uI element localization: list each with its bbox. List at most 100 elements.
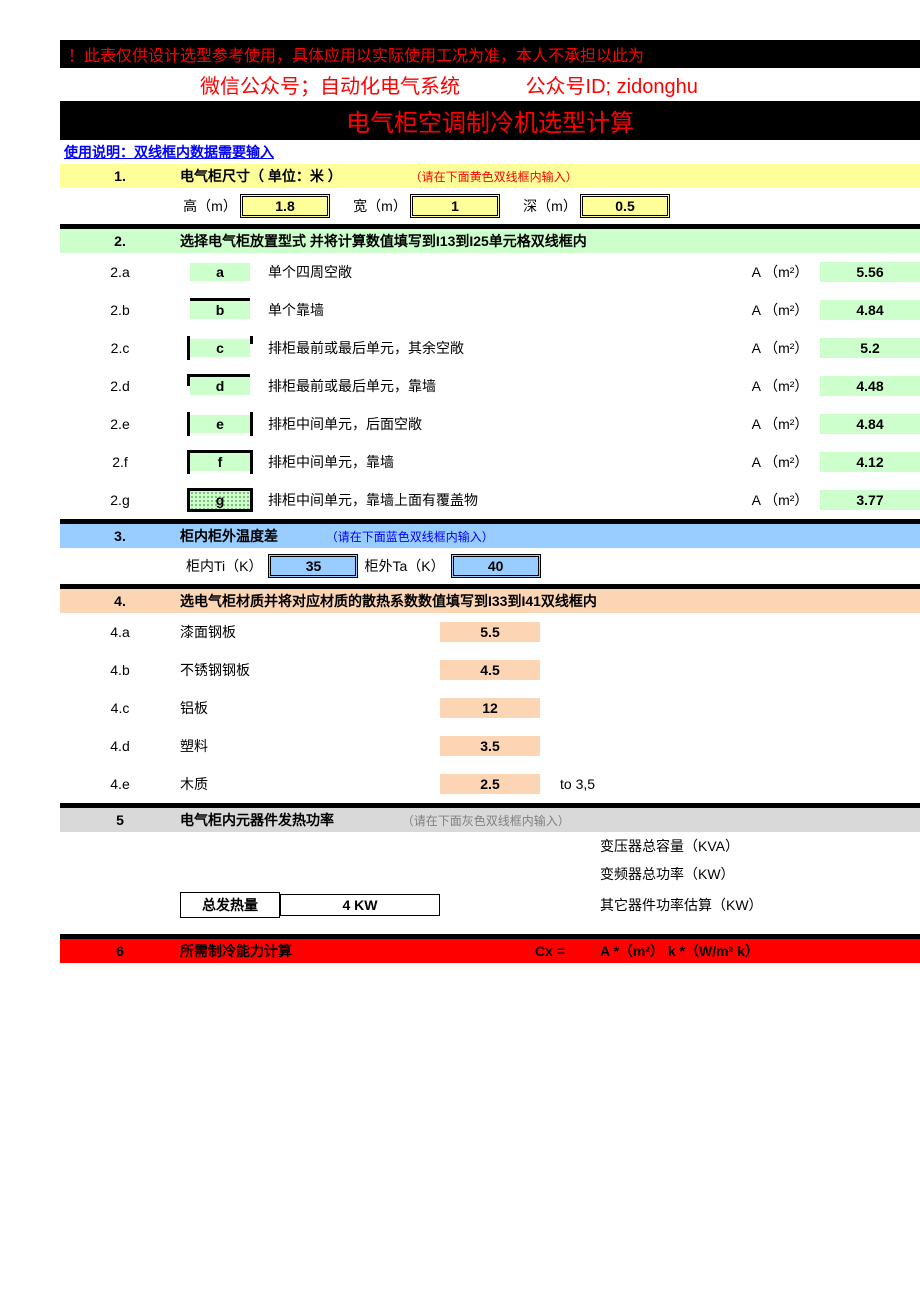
shape-edge	[190, 374, 250, 377]
option-desc: 排柜中间单元，靠墙上面有覆盖物	[260, 490, 740, 510]
material-coef-value: 3.5	[440, 736, 540, 756]
option-shape-wrap: g	[180, 491, 260, 509]
material-coef-value: 4.5	[440, 660, 540, 680]
material-index: 4.e	[60, 776, 180, 792]
depth-label: 深（m）	[520, 196, 580, 216]
placement-option-row: 2.dd排柜最前或最后单元，靠墙A （m²）4.48	[60, 367, 920, 405]
material-index: 4.d	[60, 738, 180, 754]
wechat-id: 公众号ID; zidonghu	[526, 76, 698, 98]
area-value: 4.84	[820, 414, 920, 434]
ti-input[interactable]: 35	[268, 554, 358, 578]
section-5-title: 电气柜内元器件发热功率	[180, 812, 334, 828]
other-label: 其它器件功率估算（KW）	[600, 895, 920, 915]
section-3-num: 3.	[60, 528, 180, 544]
option-shape: c	[190, 339, 250, 357]
material-extra: to 3,5	[540, 776, 595, 792]
shape-edge	[250, 488, 253, 512]
option-shape: g	[190, 491, 250, 509]
shape-edge	[187, 336, 190, 360]
transformer-label: 变压器总容量（KVA）	[600, 836, 920, 856]
material-index: 4.b	[60, 662, 180, 678]
area-unit-label: A （m²）	[740, 376, 820, 396]
ta-label: 柜外Ta（K）	[358, 556, 450, 576]
shape-edge	[250, 336, 253, 344]
section-1-header: 1. 电气柜尺寸（ 单位：米 ） （请在下面黄色双线框内输入）	[60, 164, 920, 188]
section-4-num: 4.	[60, 593, 180, 609]
ta-input[interactable]: 40	[451, 554, 541, 578]
width-input[interactable]: 1	[410, 194, 500, 218]
option-index: 2.e	[60, 416, 180, 432]
section-3-hint: （请在下面蓝色双线框内输入）	[326, 530, 494, 544]
area-unit-label: A （m²）	[740, 490, 820, 510]
height-label: 高（m）	[180, 196, 240, 216]
section-3-header: 3. 柜内柜外温度差 （请在下面蓝色双线框内输入）	[60, 524, 920, 548]
option-index: 2.a	[60, 264, 180, 280]
section-4-title: 选电气柜材质并将对应材质的散热系数数值填写到I33到I41双线框内	[180, 591, 920, 611]
wechat-label: 微信公众号；自动化电气系统	[200, 76, 460, 98]
placement-option-row: 2.bb单个靠墙A （m²）4.84	[60, 291, 920, 329]
material-row: 4.b不锈钢钢板4.5	[60, 651, 920, 689]
section-2-header: 2. 选择电气柜放置型式 并将计算数值填写到I13到I25单元格双线框内	[60, 229, 920, 253]
section-5-hint: （请在下面灰色双线框内输入）	[402, 814, 570, 828]
shape-edge	[190, 450, 250, 453]
inverter-label: 变频器总功率（KW）	[600, 864, 920, 884]
section-1-title: 电气柜尺寸（ 单位：米 ）	[180, 168, 342, 184]
section-2-num: 2.	[60, 233, 180, 249]
option-desc: 排柜中间单元，靠墙	[260, 452, 740, 472]
section-1-num: 1.	[60, 168, 180, 184]
shape-edge	[190, 509, 250, 512]
area-unit-label: A （m²）	[740, 300, 820, 320]
main-title: 电气柜空调制冷机选型计算	[60, 101, 920, 140]
material-row: 4.a漆面钢板5.5	[60, 613, 920, 651]
shape-edge	[250, 450, 253, 474]
power-row-3: 总发热量 4 KW 其它器件功率估算（KW）	[60, 888, 920, 922]
option-shape-wrap: f	[180, 453, 260, 471]
area-unit-label: A （m²）	[740, 452, 820, 472]
option-desc: 单个靠墙	[260, 300, 740, 320]
width-label: 宽（m）	[350, 196, 410, 216]
material-row: 4.d塑料3.5	[60, 727, 920, 765]
power-row-1: 变压器总容量（KVA）	[60, 832, 920, 860]
area-value: 4.48	[820, 376, 920, 396]
material-coef-value: 5.5	[440, 622, 540, 642]
area-value: 5.2	[820, 338, 920, 358]
depth-input[interactable]: 0.5	[580, 194, 670, 218]
option-index: 2.g	[60, 492, 180, 508]
option-index: 2.b	[60, 302, 180, 318]
placement-option-row: 2.g g 排柜中间单元，靠墙上面有覆盖物A （m²）3.77	[60, 481, 920, 519]
section-6-num: 6	[60, 943, 180, 959]
placement-option-row: 2.ff排柜中间单元，靠墙A （m²）4.12	[60, 443, 920, 481]
option-shape-wrap: d	[180, 377, 260, 395]
shape-edge	[187, 374, 190, 386]
shape-edge	[190, 298, 250, 301]
option-desc: 排柜中间单元，后面空敞	[260, 414, 740, 434]
shape-edge	[190, 488, 250, 491]
area-unit-label: A （m²）	[740, 338, 820, 358]
section-6-title: 所需制冷能力计算	[180, 941, 500, 961]
option-shape: b	[190, 301, 250, 319]
placement-option-row: 2.aa单个四周空敞A （m²）5.56	[60, 253, 920, 291]
shape-edge	[250, 412, 253, 436]
option-desc: 排柜最前或最后单元，靠墙	[260, 376, 740, 396]
option-desc: 单个四周空敞	[260, 262, 740, 282]
height-input[interactable]: 1.8	[240, 194, 330, 218]
wechat-line: 微信公众号；自动化电气系统 公众号ID; zidonghu	[60, 68, 920, 101]
material-index: 4.a	[60, 624, 180, 640]
area-value: 4.12	[820, 452, 920, 472]
material-name: 不锈钢钢板	[180, 660, 440, 680]
usage-note: 使用说明：双线框内数据需要输入	[60, 140, 920, 164]
material-row: 4.c铝板12	[60, 689, 920, 727]
total-heat-value: 4 KW	[280, 894, 440, 916]
area-value: 3.77	[820, 490, 920, 510]
section-6-cx: Cx =	[500, 943, 600, 959]
total-heat-label: 总发热量	[180, 892, 280, 918]
shape-edge	[187, 412, 190, 436]
option-index: 2.f	[60, 454, 180, 470]
warning-bar: ！此表仅供设计选型参考使用，具体应用以实际使用工况为准，本人不承担以此为	[60, 40, 920, 68]
ti-label: 柜内Ti（K）	[180, 556, 268, 576]
placement-option-row: 2.ee排柜中间单元，后面空敞A （m²）4.84	[60, 405, 920, 443]
material-row: 4.e木质2.5to 3,5	[60, 765, 920, 803]
shape-edge	[187, 450, 190, 474]
material-name: 木质	[180, 774, 440, 794]
option-shape: a	[190, 263, 250, 281]
